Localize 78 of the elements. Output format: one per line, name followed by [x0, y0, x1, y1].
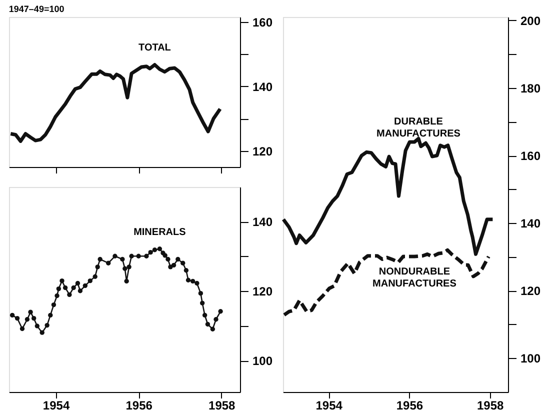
line-series — [282, 136, 494, 256]
x-tick-label: 1954 — [42, 398, 70, 412]
point — [194, 280, 200, 286]
point — [198, 290, 204, 296]
point — [202, 312, 208, 318]
point — [71, 285, 76, 290]
point — [78, 288, 83, 294]
point — [214, 317, 218, 322]
y-tick-label: 100 — [520, 352, 541, 366]
point — [56, 286, 62, 292]
point — [176, 256, 180, 262]
point — [218, 309, 223, 314]
point — [124, 278, 129, 284]
y-tick-label: 120 — [520, 284, 541, 298]
point — [210, 326, 216, 332]
x-tick-label: 1956 — [396, 398, 424, 412]
series-label: MINERALS — [134, 226, 186, 238]
point — [122, 266, 128, 271]
point — [136, 254, 141, 258]
y-tick-label: 120 — [252, 144, 273, 158]
point — [40, 330, 44, 335]
chart-subtitle: 1947–49=100 — [8, 4, 64, 14]
point — [14, 316, 20, 321]
y-tick-label: 200 — [520, 14, 541, 28]
point — [44, 322, 50, 328]
point — [10, 312, 15, 318]
point — [92, 274, 98, 279]
series-label: DURABLE MANUFACTURES — [376, 116, 461, 140]
point — [186, 278, 191, 282]
point — [88, 278, 92, 284]
point — [129, 254, 134, 258]
y-tick-label: 140 — [520, 216, 541, 231]
point — [152, 248, 158, 252]
point — [126, 264, 132, 270]
point — [31, 316, 36, 321]
y-tick-label: 160 — [252, 15, 273, 30]
series-label: TOTAL — [138, 42, 171, 54]
point — [205, 322, 210, 327]
point — [28, 310, 33, 314]
point — [166, 256, 170, 262]
line-series — [282, 248, 490, 317]
y-tick-label: 180 — [520, 81, 541, 96]
point — [98, 256, 102, 262]
y-tick-label: 160 — [520, 149, 541, 164]
point — [157, 246, 162, 252]
point — [60, 278, 64, 284]
point — [171, 262, 176, 268]
point — [34, 324, 40, 328]
y-tick-label: 140 — [252, 215, 273, 230]
point — [62, 285, 68, 290]
point — [24, 317, 30, 322]
point — [20, 326, 25, 332]
point — [82, 283, 88, 288]
point — [48, 312, 53, 318]
point — [144, 254, 149, 258]
point — [148, 250, 153, 255]
point — [162, 253, 168, 258]
y-tick-label: 100 — [252, 354, 273, 368]
point — [120, 256, 125, 262]
y-tick-label: 140 — [252, 80, 273, 94]
point — [75, 280, 80, 286]
series-label: NONDURABLE MANUFACTURES — [372, 266, 457, 290]
point — [67, 292, 72, 298]
point — [51, 302, 56, 308]
x-tick-label: 1958 — [477, 398, 504, 412]
point — [184, 268, 189, 273]
point — [190, 278, 196, 284]
x-tick-label: 1958 — [208, 398, 236, 412]
x-tick-label: 1956 — [126, 398, 153, 412]
point — [95, 264, 100, 270]
point — [200, 300, 205, 306]
x-tick-label: 1954 — [316, 398, 343, 412]
point — [106, 260, 111, 266]
point — [112, 254, 118, 258]
y-tick-label: 120 — [252, 284, 273, 299]
point — [180, 260, 186, 266]
point — [54, 293, 60, 298]
line-series — [8, 62, 222, 143]
